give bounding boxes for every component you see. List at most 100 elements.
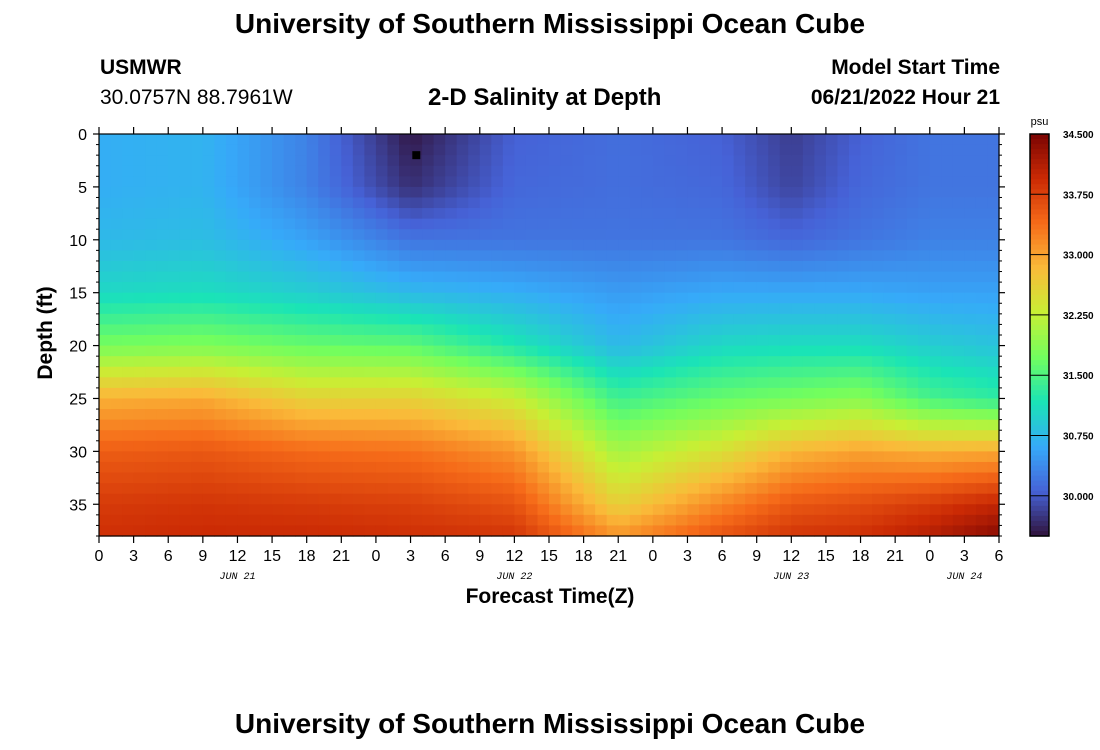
heatmap-cell [364,250,377,262]
heatmap-cell [237,504,250,516]
heatmap-cell [606,324,619,336]
heatmap-cell [156,176,169,188]
heatmap-cell [145,483,158,495]
heatmap-cell [652,430,665,442]
heatmap-cell [468,409,481,421]
heatmap-cell [156,208,169,220]
chart-title: University of Southern Mississippi Ocean… [234,8,866,39]
heatmap-cell [341,134,354,146]
heatmap-cell [364,271,377,283]
heatmap-cell [387,313,400,326]
heatmap-cell [987,155,1000,167]
heatmap-cell [987,504,1000,516]
heatmap-cell [306,186,319,199]
colorbar-swatch [1030,365,1049,371]
heatmap-cell [479,472,492,484]
heatmap-cell [410,356,423,368]
heatmap-cell [514,409,527,421]
heatmap-cell [641,440,654,452]
heatmap-cell [918,208,931,220]
heatmap-cell [410,483,423,495]
heatmap-cell [699,176,712,188]
heatmap-cell [295,324,308,336]
heatmap-cell [595,366,608,378]
heatmap-cell [433,324,446,336]
heatmap-cell [987,387,1000,400]
colorbar-swatch [1030,134,1049,140]
heatmap-cell [445,271,458,283]
heatmap-cell [872,366,885,378]
heatmap-cell [145,239,158,251]
heatmap-cell [768,229,781,241]
heatmap-cell [225,430,239,442]
heatmap-cell [860,324,873,336]
heatmap-cell [814,335,827,347]
heatmap-cell [375,292,389,304]
heatmap-cell [341,165,354,177]
heatmap-cell [468,419,481,431]
heatmap-cell [295,165,308,177]
heatmap-cell [364,229,377,241]
heatmap-cell [225,218,239,230]
heatmap-cell [560,229,573,241]
heatmap-cell [964,292,977,304]
heatmap-cell [595,260,608,273]
heatmap-cell [329,208,342,220]
heatmap-cell [849,461,862,474]
heatmap-cell [768,324,781,336]
heatmap-cell [549,345,562,357]
heatmap-cell [99,250,112,262]
heatmap-cell [341,208,354,220]
heatmap-cell [468,239,481,251]
heatmap-cell [225,514,239,527]
heatmap-cell [595,197,608,209]
heatmap-cell [156,292,169,304]
heatmap-cell [814,313,827,326]
heatmap-cell [583,461,596,474]
heatmap-cell [122,186,135,199]
heatmap-cell [583,430,596,442]
heatmap-cell [606,377,619,389]
heatmap-cell [514,197,527,209]
heatmap-cell [375,335,389,347]
x-tick-label: 3 [406,548,415,565]
heatmap-cell [641,229,654,241]
heatmap-cell [825,250,839,262]
heatmap-cell [652,451,665,463]
heatmap-cell [791,239,804,251]
heatmap-cell [952,483,965,495]
heatmap-cell [964,144,977,156]
heatmap-cell [860,134,873,146]
heatmap-cell [641,387,654,400]
heatmap-cell [883,155,896,167]
heatmap-cell [537,461,550,474]
heatmap-cell [675,398,689,410]
heatmap-cell [745,186,758,199]
heatmap-cell [387,271,400,283]
heatmap-cell [664,292,677,304]
heatmap-cell [802,377,815,389]
heatmap-cell [410,345,423,357]
heatmap-cell [202,345,215,357]
colorbar-swatch [1030,289,1049,296]
heatmap-cell [225,292,239,304]
heatmap-cell [179,335,192,347]
heatmap-cell [352,260,365,273]
heatmap-cell [595,451,608,463]
heatmap-cell [849,303,862,315]
heatmap-cell [941,366,954,378]
heatmap-cell [641,430,654,442]
heatmap-cell [249,525,262,537]
heatmap-cell [191,335,204,347]
heatmap-cell [399,303,412,315]
heatmap-cell [722,398,735,410]
heatmap-cell [191,387,204,400]
heatmap-cell [237,356,250,368]
heatmap-cell [168,451,181,463]
heatmap-cell [941,134,954,146]
x-day-label: JUN 21 [219,572,255,583]
heatmap-cell [110,419,123,431]
heatmap-cell [306,134,319,146]
heatmap-cell [214,440,227,452]
heatmap-cell [249,313,262,326]
